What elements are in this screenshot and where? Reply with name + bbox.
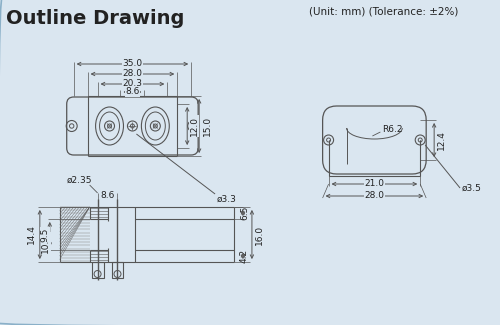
Text: 10.1: 10.1 — [42, 232, 50, 253]
Bar — [112, 262, 124, 278]
Bar — [92, 262, 104, 278]
Text: 12.4: 12.4 — [436, 130, 446, 150]
Text: 15.0: 15.0 — [202, 116, 211, 136]
Text: ø2.35: ø2.35 — [67, 176, 92, 185]
Text: 6.5: 6.5 — [240, 206, 249, 220]
Text: 20.3: 20.3 — [122, 80, 142, 88]
Text: 35.0: 35.0 — [122, 59, 142, 69]
Text: (Unit: mm) (Tolerance: ±2%): (Unit: mm) (Tolerance: ±2%) — [308, 7, 458, 17]
Text: ø3.3: ø3.3 — [217, 195, 237, 204]
Text: 12.0: 12.0 — [190, 116, 198, 136]
Text: 28.0: 28.0 — [364, 191, 384, 201]
Text: 8.6: 8.6 — [125, 87, 140, 97]
Text: ø3.5: ø3.5 — [462, 184, 482, 192]
Text: R6.2: R6.2 — [382, 125, 403, 135]
Text: 8.6: 8.6 — [100, 190, 114, 200]
Text: 14.4: 14.4 — [28, 225, 36, 244]
Text: 9.5: 9.5 — [40, 227, 50, 242]
Text: 21.0: 21.0 — [364, 179, 384, 188]
Text: 16.0: 16.0 — [256, 225, 264, 244]
Text: 4.2: 4.2 — [240, 249, 249, 263]
Text: Outline Drawing: Outline Drawing — [6, 8, 184, 28]
Text: 28.0: 28.0 — [122, 70, 142, 79]
